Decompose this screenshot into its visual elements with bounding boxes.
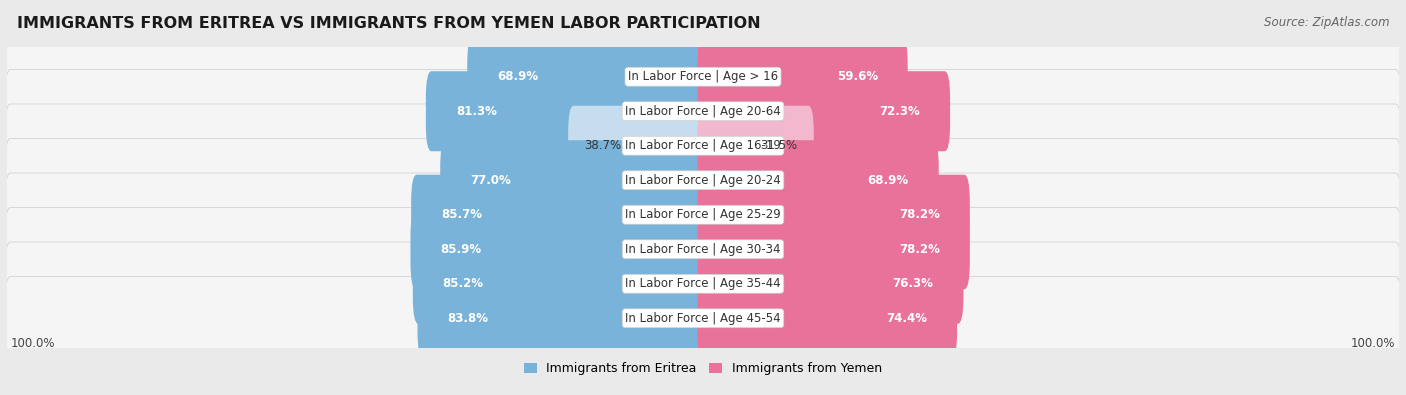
FancyBboxPatch shape <box>418 278 709 358</box>
Legend: Immigrants from Eritrea, Immigrants from Yemen: Immigrants from Eritrea, Immigrants from… <box>519 357 887 380</box>
FancyBboxPatch shape <box>6 104 1400 188</box>
FancyBboxPatch shape <box>697 106 814 186</box>
Text: 85.2%: 85.2% <box>443 277 484 290</box>
Text: 31.5%: 31.5% <box>761 139 797 152</box>
Text: In Labor Force | Age 30-34: In Labor Force | Age 30-34 <box>626 243 780 256</box>
Text: 68.9%: 68.9% <box>868 174 908 187</box>
Text: 100.0%: 100.0% <box>10 337 55 350</box>
Text: 78.2%: 78.2% <box>898 208 939 221</box>
FancyBboxPatch shape <box>697 37 908 117</box>
Text: 100.0%: 100.0% <box>1351 337 1396 350</box>
FancyBboxPatch shape <box>413 244 709 324</box>
FancyBboxPatch shape <box>697 140 939 220</box>
FancyBboxPatch shape <box>6 242 1400 325</box>
Text: In Labor Force | Age 16-19: In Labor Force | Age 16-19 <box>626 139 780 152</box>
Text: 76.3%: 76.3% <box>893 277 934 290</box>
Text: 38.7%: 38.7% <box>583 139 621 152</box>
FancyBboxPatch shape <box>568 106 709 186</box>
Text: 68.9%: 68.9% <box>498 70 538 83</box>
Text: 77.0%: 77.0% <box>470 174 510 187</box>
Text: 81.3%: 81.3% <box>456 105 496 118</box>
Text: In Labor Force | Age 20-64: In Labor Force | Age 20-64 <box>626 105 780 118</box>
Text: In Labor Force | Age > 16: In Labor Force | Age > 16 <box>628 70 778 83</box>
FancyBboxPatch shape <box>411 209 709 289</box>
FancyBboxPatch shape <box>697 244 963 324</box>
FancyBboxPatch shape <box>6 207 1400 291</box>
FancyBboxPatch shape <box>697 175 970 255</box>
Text: 72.3%: 72.3% <box>879 105 920 118</box>
FancyBboxPatch shape <box>6 35 1400 118</box>
Text: In Labor Force | Age 45-54: In Labor Force | Age 45-54 <box>626 312 780 325</box>
Text: 83.8%: 83.8% <box>447 312 488 325</box>
FancyBboxPatch shape <box>6 70 1400 153</box>
Text: In Labor Force | Age 20-24: In Labor Force | Age 20-24 <box>626 174 780 187</box>
FancyBboxPatch shape <box>697 278 957 358</box>
Text: 74.4%: 74.4% <box>886 312 927 325</box>
Text: 85.7%: 85.7% <box>441 208 482 221</box>
FancyBboxPatch shape <box>411 175 709 255</box>
FancyBboxPatch shape <box>697 209 970 289</box>
FancyBboxPatch shape <box>426 71 709 151</box>
FancyBboxPatch shape <box>6 173 1400 256</box>
Text: IMMIGRANTS FROM ERITREA VS IMMIGRANTS FROM YEMEN LABOR PARTICIPATION: IMMIGRANTS FROM ERITREA VS IMMIGRANTS FR… <box>17 16 761 31</box>
Text: In Labor Force | Age 35-44: In Labor Force | Age 35-44 <box>626 277 780 290</box>
Text: In Labor Force | Age 25-29: In Labor Force | Age 25-29 <box>626 208 780 221</box>
FancyBboxPatch shape <box>467 37 709 117</box>
Text: Source: ZipAtlas.com: Source: ZipAtlas.com <box>1264 16 1389 29</box>
FancyBboxPatch shape <box>440 140 709 220</box>
Text: 59.6%: 59.6% <box>837 70 877 83</box>
Text: 85.9%: 85.9% <box>440 243 481 256</box>
Text: 78.2%: 78.2% <box>898 243 939 256</box>
FancyBboxPatch shape <box>6 276 1400 360</box>
FancyBboxPatch shape <box>6 139 1400 222</box>
FancyBboxPatch shape <box>697 71 950 151</box>
